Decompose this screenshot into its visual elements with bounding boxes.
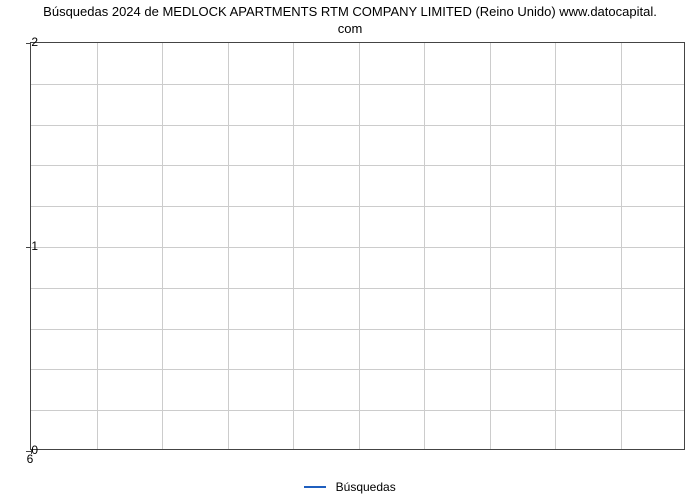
gridline-h xyxy=(31,410,684,411)
chart-area xyxy=(30,42,685,450)
gridline-v xyxy=(97,43,98,449)
gridline-v xyxy=(293,43,294,449)
gridline-h xyxy=(31,288,684,289)
gridline-v xyxy=(490,43,491,449)
y-tick-label: 1 xyxy=(31,239,38,253)
legend: Búsquedas xyxy=(0,479,700,494)
gridline-v xyxy=(555,43,556,449)
gridline-v xyxy=(228,43,229,449)
legend-swatch xyxy=(304,486,326,488)
gridline-h xyxy=(31,165,684,166)
plot-area xyxy=(30,42,685,450)
x-tick-label: 6 xyxy=(27,452,34,466)
gridline-h xyxy=(31,206,684,207)
chart-title: Búsquedas 2024 de MEDLOCK APARTMENTS RTM… xyxy=(0,0,700,40)
chart-container: Búsquedas 2024 de MEDLOCK APARTMENTS RTM… xyxy=(0,0,700,500)
gridline-h xyxy=(31,84,684,85)
gridline-h xyxy=(31,329,684,330)
y-tick-mark xyxy=(26,247,31,248)
title-line2: com xyxy=(338,21,363,36)
gridline-v xyxy=(424,43,425,449)
y-tick-mark xyxy=(26,43,31,44)
title-line1: Búsquedas 2024 de MEDLOCK APARTMENTS RTM… xyxy=(43,4,657,19)
gridline-v xyxy=(359,43,360,449)
gridline-h xyxy=(31,125,684,126)
gridline-v xyxy=(621,43,622,449)
gridline-h xyxy=(31,369,684,370)
legend-label: Búsquedas xyxy=(336,480,396,494)
gridline-v xyxy=(162,43,163,449)
y-tick-label: 2 xyxy=(31,35,38,49)
gridline-h xyxy=(31,247,684,248)
